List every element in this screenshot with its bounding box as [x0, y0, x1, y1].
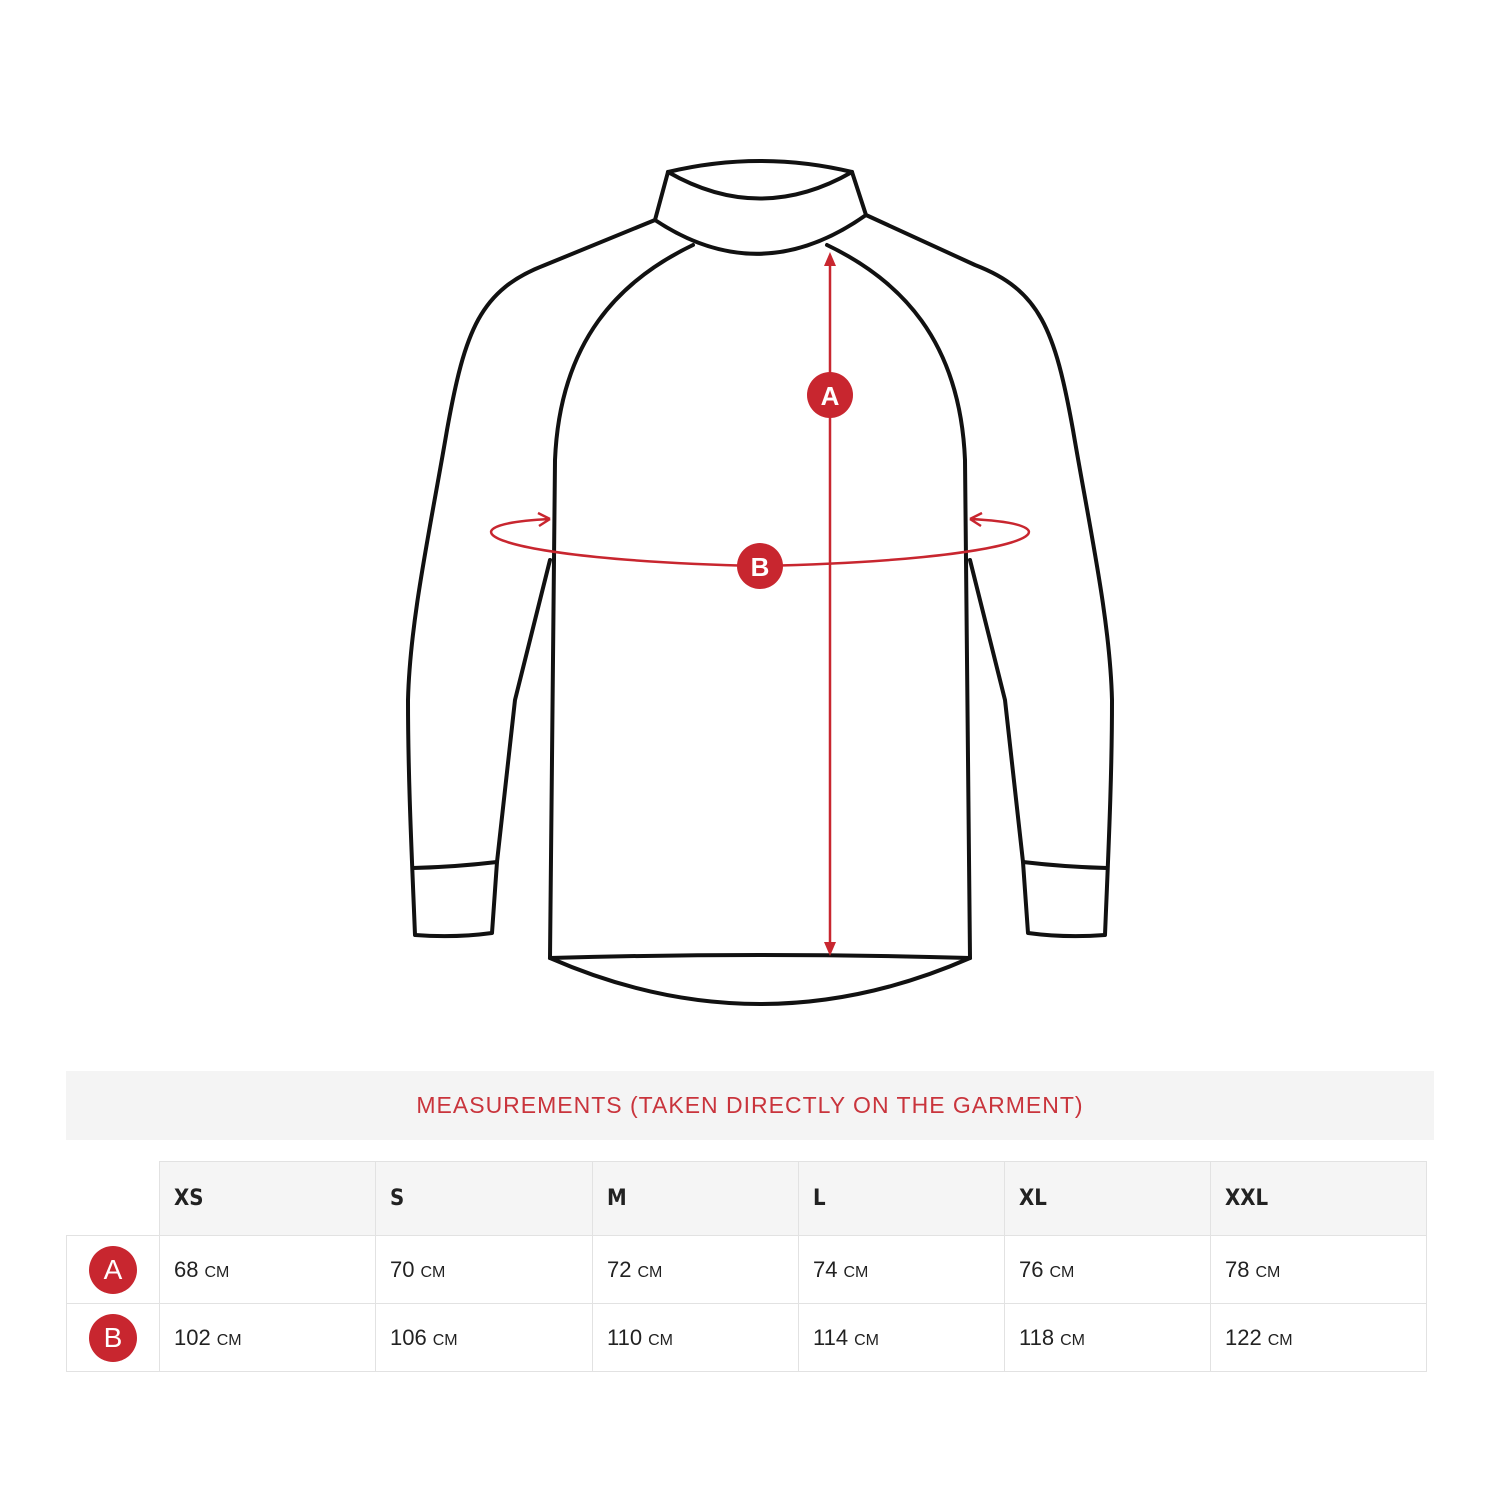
cell: 122 CM — [1210, 1303, 1427, 1372]
measurements-title: MEASUREMENTS (TAKEN DIRECTLY ON THE GARM… — [66, 1071, 1434, 1140]
cell: 74 CM — [798, 1235, 1005, 1304]
size-l: L — [798, 1161, 1005, 1236]
size-xl: XL — [1004, 1161, 1211, 1236]
badge-a: A — [89, 1245, 137, 1294]
cell: 78 CM — [1210, 1235, 1427, 1304]
table-row-a: A 68 CM 70 CM 72 CM 74 CM 76 CM 78 CM — [66, 1235, 1427, 1304]
size-m: M — [592, 1161, 799, 1236]
cell: 106 CM — [375, 1303, 593, 1372]
marker-a: A — [807, 372, 853, 418]
cell: 70 CM — [375, 1235, 593, 1304]
size-header-row: XS S M L XL XXL — [66, 1161, 1427, 1236]
measurement-a-arrow — [824, 252, 836, 956]
size-xxl: XXL — [1210, 1161, 1427, 1236]
cell: 110 CM — [592, 1303, 799, 1372]
cell: 76 CM — [1004, 1235, 1211, 1304]
shirt-outline — [406, 159, 1114, 1006]
cell: 114 CM — [798, 1303, 1005, 1372]
table-row-b: B 102 CM 106 CM 110 CM 114 CM 118 CM 122 CM — [66, 1303, 1427, 1372]
cell: 118 CM — [1004, 1303, 1211, 1372]
size-xs: XS — [159, 1161, 376, 1236]
cell: 102 CM — [159, 1303, 376, 1372]
svg-text:B: B — [751, 552, 770, 582]
size-s: S — [375, 1161, 593, 1236]
shirt-diagram: A B — [406, 159, 1114, 1006]
cell: 68 CM — [159, 1235, 376, 1304]
badge-b: B — [89, 1313, 137, 1362]
cell: 72 CM — [592, 1235, 799, 1304]
marker-b: B — [737, 543, 783, 589]
svg-text:A: A — [821, 381, 840, 411]
size-table: XS S M L XL XXL A 68 CM 70 CM 72 CM 74 CM 76… — [66, 1161, 1427, 1372]
